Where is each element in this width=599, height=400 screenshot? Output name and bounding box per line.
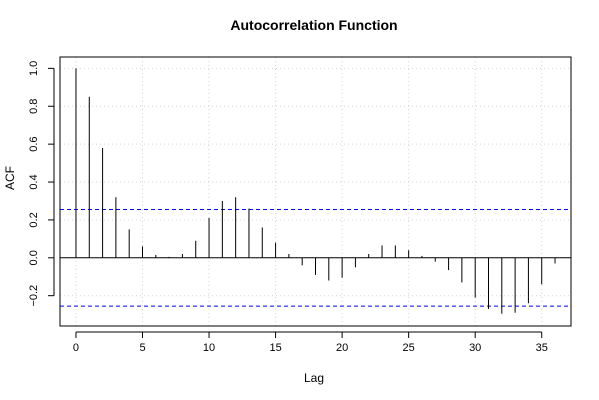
x-axis-title: Lag	[304, 371, 324, 385]
chart-title: Autocorrelation Function	[230, 17, 397, 33]
confidence-bounds	[60, 208, 571, 307]
x-tick-label: 35	[536, 342, 548, 354]
y-tick-label: 0.2	[28, 212, 40, 227]
x-tick-label: 0	[73, 342, 79, 354]
x-tick-label: 25	[403, 342, 415, 354]
plot-frame	[59, 56, 572, 327]
y-tick-label: 1.0	[28, 61, 40, 76]
acf-bars	[75, 68, 556, 314]
x-tick-label: 10	[203, 342, 215, 354]
x-tick-label: 15	[269, 342, 281, 354]
y-tick-label: −0.2	[28, 285, 40, 307]
y-tick-label: 0.0	[28, 250, 40, 265]
y-tick-label: 0.4	[28, 174, 40, 189]
grid	[60, 57, 571, 326]
x-tick-label: 20	[336, 342, 348, 354]
y-tick-label: 0.8	[28, 99, 40, 114]
y-tick-label: 0.6	[28, 136, 40, 151]
y-axis-title: ACF	[3, 166, 17, 190]
x-axis: 0 5 10 15 20 25 30 35	[73, 331, 548, 354]
x-tick-label: 30	[469, 342, 481, 354]
y-axis: −0.2 0.0 0.2 0.4 0.6 0.8 1.0	[28, 61, 55, 307]
x-tick-label: 5	[139, 342, 145, 354]
